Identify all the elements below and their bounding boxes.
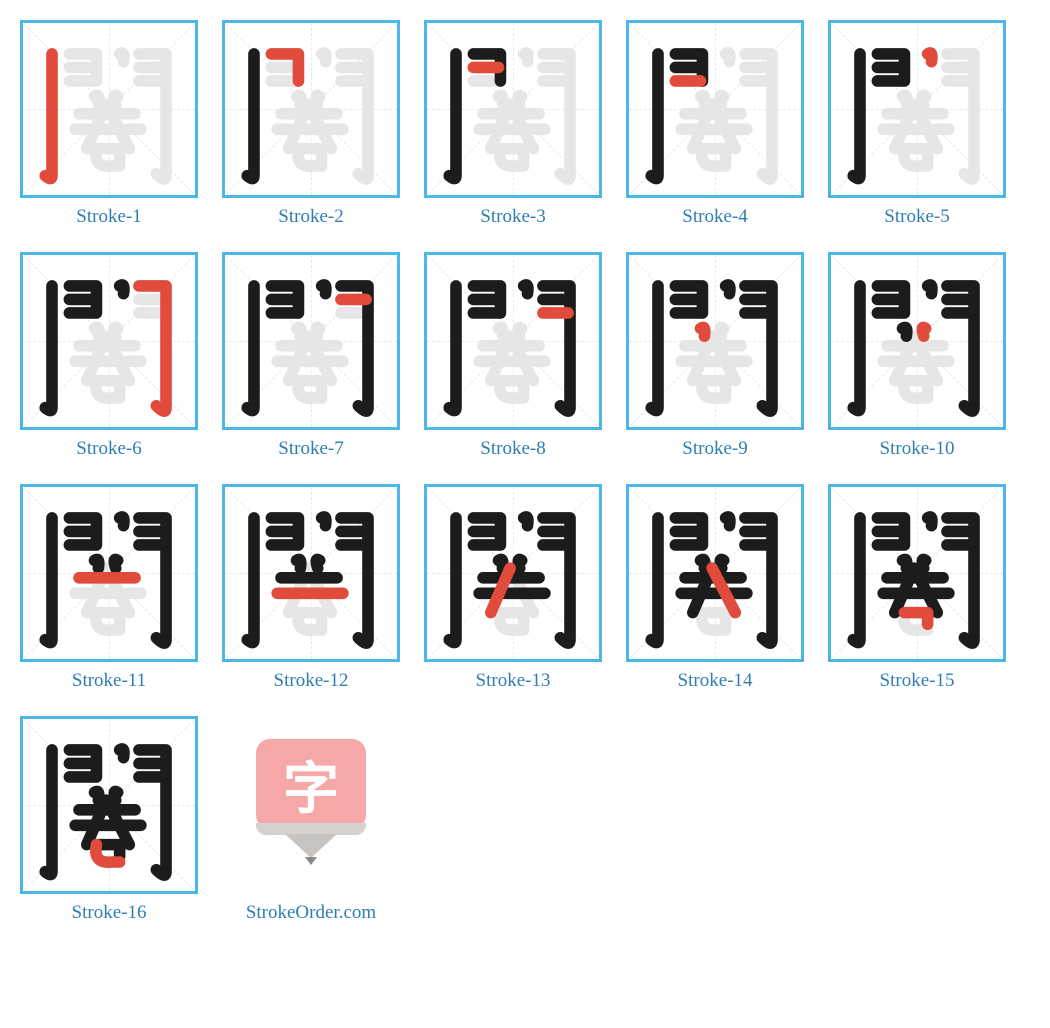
stroke-cell: Stroke-13 xyxy=(424,484,602,692)
stroke-caption: Stroke-12 xyxy=(274,670,349,692)
stroke-tile xyxy=(424,484,602,662)
glyph-layer xyxy=(23,719,195,891)
glyph-layer xyxy=(831,255,1003,427)
stroke-caption: Stroke-2 xyxy=(278,206,343,228)
glyph-layer xyxy=(831,23,1003,195)
stroke-caption: Stroke-16 xyxy=(72,902,147,924)
site-logo-cell: 字 StrokeOrder.com xyxy=(222,716,400,924)
glyph-layer xyxy=(23,487,195,659)
stroke-cell: Stroke-2 xyxy=(222,20,400,228)
site-label: StrokeOrder.com xyxy=(246,902,376,924)
stroke-caption: Stroke-3 xyxy=(480,206,545,228)
glyph-layer xyxy=(629,487,801,659)
stroke-cell: Stroke-6 xyxy=(20,252,198,460)
stroke-caption: Stroke-15 xyxy=(880,670,955,692)
stroke-tile xyxy=(222,484,400,662)
stroke-cell: Stroke-5 xyxy=(828,20,1006,228)
stroke-tile xyxy=(828,252,1006,430)
stroke-tile xyxy=(424,20,602,198)
glyph-layer xyxy=(23,255,195,427)
stroke-caption: Stroke-6 xyxy=(76,438,141,460)
logo-card: 字 xyxy=(256,739,366,829)
stroke-cell: Stroke-11 xyxy=(20,484,198,692)
stroke-cell: Stroke-15 xyxy=(828,484,1006,692)
stroke-cell: Stroke-4 xyxy=(626,20,804,228)
logo-char: 字 xyxy=(283,744,339,825)
stroke-cell: Stroke-12 xyxy=(222,484,400,692)
glyph-layer xyxy=(225,255,397,427)
stroke-tile xyxy=(626,484,804,662)
stroke-caption: Stroke-9 xyxy=(682,438,747,460)
glyph-layer xyxy=(427,23,599,195)
stroke-tile xyxy=(20,484,198,662)
stroke-cell: Stroke-3 xyxy=(424,20,602,228)
stroke-tile xyxy=(20,716,198,894)
stroke-caption: Stroke-4 xyxy=(682,206,747,228)
glyph-layer xyxy=(427,487,599,659)
stroke-cell: Stroke-9 xyxy=(626,252,804,460)
stroke-caption: Stroke-1 xyxy=(76,206,141,228)
stroke-caption: Stroke-13 xyxy=(476,670,551,692)
stroke-caption: Stroke-8 xyxy=(480,438,545,460)
stroke-tile xyxy=(222,20,400,198)
stroke-cell: Stroke-1 xyxy=(20,20,198,228)
stroke-tile xyxy=(828,484,1006,662)
stroke-caption: Stroke-14 xyxy=(678,670,753,692)
glyph-layer xyxy=(23,23,195,195)
glyph-layer xyxy=(225,487,397,659)
stroke-tile xyxy=(20,252,198,430)
stroke-tile xyxy=(424,252,602,430)
stroke-cell: Stroke-16 xyxy=(20,716,198,924)
glyph-layer xyxy=(629,23,801,195)
stroke-caption: Stroke-7 xyxy=(278,438,343,460)
stroke-tile xyxy=(828,20,1006,198)
glyph-layer xyxy=(831,487,1003,659)
stroke-tile xyxy=(626,252,804,430)
glyph-layer xyxy=(629,255,801,427)
stroke-tile xyxy=(222,252,400,430)
stroke-caption: Stroke-5 xyxy=(884,206,949,228)
stroke-tile xyxy=(626,20,804,198)
stroke-cell: Stroke-7 xyxy=(222,252,400,460)
glyph-layer xyxy=(225,23,397,195)
site-logo: 字 xyxy=(222,716,400,894)
glyph-layer xyxy=(427,255,599,427)
stroke-caption: Stroke-10 xyxy=(880,438,955,460)
stroke-order-grid: Stroke-1 Stroke-2 Stroke-3 Stroke-4 Stroke-5… xyxy=(20,20,1030,924)
stroke-cell: Stroke-14 xyxy=(626,484,804,692)
pencil-icon xyxy=(256,823,366,871)
stroke-caption: Stroke-11 xyxy=(72,670,146,692)
stroke-cell: Stroke-10 xyxy=(828,252,1006,460)
stroke-cell: Stroke-8 xyxy=(424,252,602,460)
stroke-tile xyxy=(20,20,198,198)
